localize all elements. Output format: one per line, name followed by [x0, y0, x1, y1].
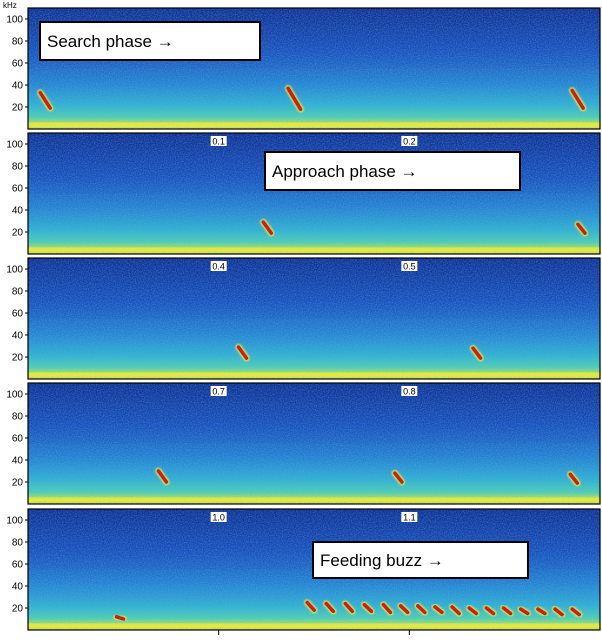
- spectrogram-panel: 20 40 60 80 100 0.7 0.8: [6, 382, 601, 505]
- time-label-box: [210, 136, 227, 146]
- y-tick-label: 80: [12, 412, 24, 423]
- y-tick-label: 60: [12, 434, 24, 445]
- panel-border: [27, 132, 601, 255]
- low-frequency-band: [28, 372, 600, 377]
- low-frequency-band: [28, 623, 600, 628]
- echolocation-call: [553, 607, 564, 617]
- y-tick-label: 100: [6, 516, 23, 527]
- echolocation-call: [343, 601, 355, 614]
- y-tick-label: 20: [12, 604, 24, 615]
- y-tick-label: 80: [12, 37, 24, 48]
- echolocation-call: [236, 345, 249, 360]
- echolocation-call: [568, 472, 580, 485]
- time-label-box: [401, 512, 418, 522]
- time-label-box: [401, 136, 418, 146]
- annotation-label: Feeding buzz →: [320, 551, 444, 570]
- time-label-box: [210, 512, 227, 522]
- echolocation-call: [362, 602, 374, 614]
- echolocation-call: [261, 220, 274, 235]
- panel-border: [27, 7, 601, 130]
- y-unit-label: kHz: [3, 1, 17, 10]
- y-tick-label: 40: [12, 206, 24, 217]
- echolocation-call: [398, 604, 410, 615]
- low-frequency-band: [28, 497, 600, 502]
- low-frequency-band: [28, 247, 600, 252]
- y-tick-label: 60: [12, 309, 24, 320]
- y-tick-label: 100: [6, 390, 23, 401]
- spectrogram-panel: 20 40 60 80 100 1.0 1.1 Feeding buzz →: [6, 508, 601, 631]
- y-tick-label: 40: [12, 81, 24, 92]
- echolocation-call: [416, 604, 427, 615]
- spectrogram-panel: 20 40 60 80 100 0.4 0.5: [6, 257, 601, 380]
- echolocation-call: [570, 88, 585, 110]
- time-label: 0.5: [403, 261, 416, 271]
- y-tick-label: 40: [12, 331, 24, 342]
- echolocation-call: [450, 605, 461, 616]
- time-label-box: [401, 386, 418, 396]
- y-tick-label: 20: [12, 478, 24, 489]
- spectrogram-noise-dark: [28, 258, 600, 319]
- y-tick-label: 20: [12, 228, 24, 239]
- echolocation-call: [467, 606, 479, 616]
- echolocation-call: [324, 601, 336, 614]
- echolocation-call: [518, 607, 530, 616]
- y-tick-label: 100: [6, 265, 23, 276]
- echolocation-call: [286, 86, 303, 111]
- y-tick-label: 80: [12, 162, 24, 173]
- time-label: 0.4: [212, 261, 225, 271]
- echolocation-call: [576, 222, 587, 235]
- echolocation-call: [471, 346, 483, 360]
- low-frequency-band: [28, 122, 600, 127]
- echolocation-call: [433, 605, 444, 615]
- y-tick-label: 40: [12, 456, 24, 467]
- echolocation-call: [381, 602, 393, 615]
- annotation-box: [312, 541, 529, 579]
- echolocation-call: [305, 600, 316, 612]
- time-label: 1.0: [212, 512, 225, 522]
- panel-border: [27, 382, 601, 505]
- time-label: 0.8: [403, 386, 416, 396]
- echolocation-call: [536, 607, 547, 616]
- annotation-box: [264, 151, 521, 191]
- echolocation-call: [156, 469, 169, 484]
- time-label: 0.2: [403, 136, 416, 146]
- y-tick-label: 60: [12, 59, 24, 70]
- spectrogram-panel: 20 40 60 80 100 0.1 0.2 Approach phase →: [6, 132, 601, 255]
- y-tick-label: 60: [12, 184, 24, 195]
- time-label-box: [210, 261, 227, 271]
- y-tick-label: 60: [12, 560, 24, 571]
- echolocation-call: [393, 471, 404, 484]
- y-tick-label: 40: [12, 582, 24, 593]
- panel-border: [27, 508, 601, 631]
- time-label: 0.1: [212, 136, 225, 146]
- time-label-box: [210, 386, 227, 396]
- spectrogram-panel: 20 40 60 80 100 Search phase →: [6, 7, 601, 130]
- echolocation-call: [114, 615, 126, 621]
- time-label-box: [401, 261, 418, 271]
- annotation-label: Approach phase →: [272, 162, 418, 181]
- y-tick-label: 80: [12, 538, 24, 549]
- y-tick-label: 100: [6, 15, 23, 26]
- panel-border: [27, 257, 601, 380]
- echolocation-call: [484, 606, 496, 616]
- y-tick-label: 20: [12, 103, 24, 114]
- time-label: 0.7: [212, 386, 225, 396]
- y-tick-label: 80: [12, 287, 24, 298]
- y-tick-label: 100: [6, 140, 23, 151]
- annotation-label: Search phase →: [47, 32, 174, 51]
- spectrogram-noise-dark: [28, 383, 600, 444]
- time-label: 1.1: [403, 512, 416, 522]
- echolocation-call: [38, 90, 52, 110]
- echolocation-call: [501, 606, 513, 616]
- annotation-box: [39, 21, 261, 61]
- y-tick-label: 20: [12, 353, 24, 364]
- echolocation-call: [570, 607, 581, 617]
